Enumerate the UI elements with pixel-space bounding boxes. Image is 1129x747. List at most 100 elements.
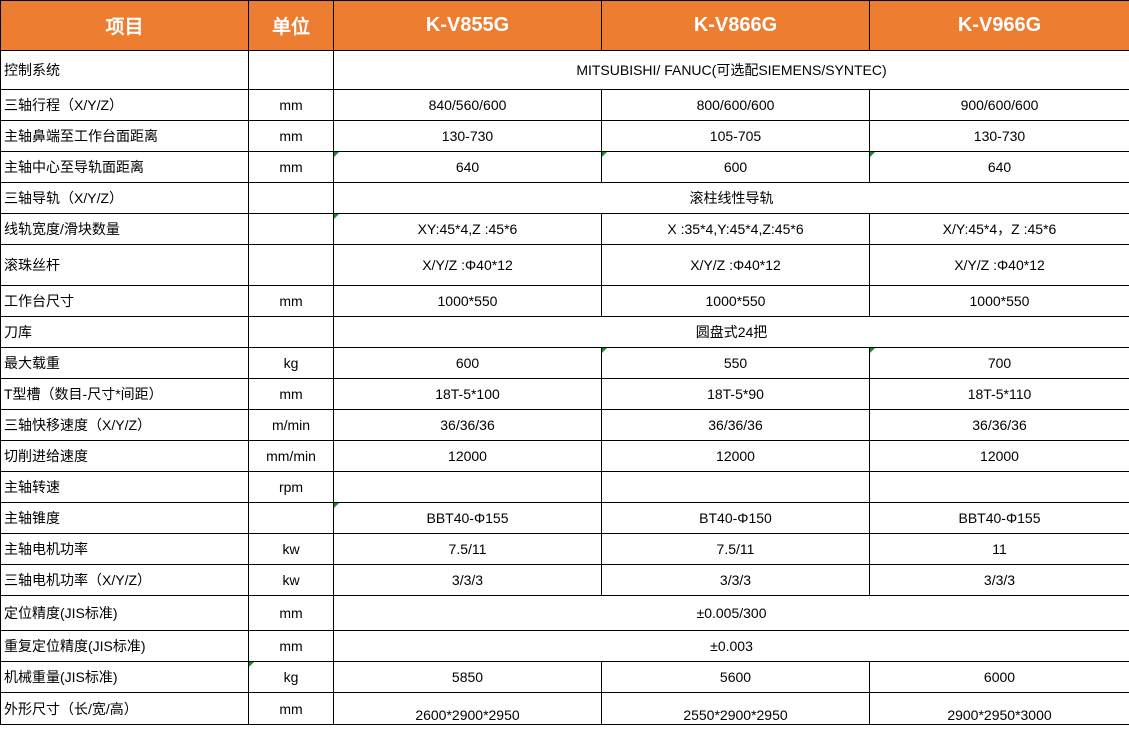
- row-label: 主轴中心至导轨面距离: [0, 151, 249, 183]
- row-value: 640: [869, 151, 1129, 183]
- row-label: 主轴鼻端至工作台面距离: [0, 120, 249, 152]
- row-value-merged: ±0.005/300: [333, 595, 1129, 631]
- row-value: 1000*550: [869, 285, 1129, 317]
- table-row: 主轴锥度 BBT40-Φ155 BT40-Φ150 BBT40-Φ155: [0, 502, 1129, 534]
- table-row: 工作台尺寸 mm 1000*550 1000*550 1000*550: [0, 285, 1129, 317]
- row-unit: [248, 182, 334, 214]
- row-value: 1000*550: [601, 285, 870, 317]
- table-row: 刀库 圆盘式24把: [0, 316, 1129, 348]
- row-value: 900/600/600: [869, 89, 1129, 121]
- row-unit: m/min: [248, 409, 334, 441]
- row-value: 12000: [333, 440, 602, 472]
- row-label: 外形尺寸（长/宽/高）: [0, 692, 249, 725]
- row-value: 36/36/36: [333, 409, 602, 441]
- header-item: 项目: [0, 0, 249, 51]
- row-value: [869, 471, 1129, 503]
- row-label: 三轴电机功率（X/Y/Z）: [0, 564, 249, 596]
- row-label: T型槽（数目-尺寸*间距）: [0, 378, 249, 410]
- row-value: 18T-5*90: [601, 378, 870, 410]
- row-value: 3/3/3: [601, 564, 870, 596]
- header-model: K-V855G: [333, 0, 602, 51]
- table-row: 滚珠丝杆 X/Y/Z :Φ40*12 X/Y/Z :Φ40*12 X/Y/Z :Φ40…: [0, 244, 1129, 286]
- row-label: 重复定位精度(JIS标准): [0, 630, 249, 662]
- row-value: X/Y:45*4，Z :45*6: [869, 213, 1129, 245]
- row-value: 5850: [333, 661, 602, 693]
- row-value: X :35*4,Y:45*4,Z:45*6: [601, 213, 870, 245]
- row-unit: [248, 244, 334, 286]
- row-value: 1000*550: [333, 285, 602, 317]
- header-unit: 单位: [248, 0, 334, 51]
- row-unit: [248, 50, 334, 90]
- row-label: 三轴行程（X/Y/Z）: [0, 89, 249, 121]
- row-value: 840/560/600: [333, 89, 602, 121]
- row-label: 三轴快移速度（X/Y/Z）: [0, 409, 249, 441]
- row-value: 36/36/36: [601, 409, 870, 441]
- row-value: BT40-Φ150: [601, 502, 870, 534]
- row-label: 主轴锥度: [0, 502, 249, 534]
- table-row: 外形尺寸（长/宽/高） mm 2600*2900*2950 2550*2900*295…: [0, 692, 1129, 725]
- row-value: 7.5/11: [333, 533, 602, 565]
- row-value: X/Y/Z :Φ40*12: [333, 244, 602, 286]
- table-row: 最大载重 kg 600 550 700: [0, 347, 1129, 379]
- row-value: 18T-5*100: [333, 378, 602, 410]
- row-value: 2600*2900*2950: [333, 692, 602, 725]
- row-value: 130-730: [333, 120, 602, 152]
- row-unit: mm: [248, 595, 334, 631]
- header-model: K-V866G: [601, 0, 870, 51]
- row-unit: kw: [248, 564, 334, 596]
- table-row: 线轨宽度/滑块数量 XY:45*4,Z :45*6 X :35*4,Y:45*4,Z…: [0, 213, 1129, 245]
- table-row: 三轴导轨（X/Y/Z） 滚柱线性导轨: [0, 182, 1129, 214]
- row-unit: mm: [248, 692, 334, 725]
- row-value: 18T-5*110: [869, 378, 1129, 410]
- row-value: X/Y/Z :Φ40*12: [601, 244, 870, 286]
- row-value: 800/600/600: [601, 89, 870, 121]
- row-value: BBT40-Φ155: [333, 502, 602, 534]
- row-unit: mm: [248, 151, 334, 183]
- row-value: 105-705: [601, 120, 870, 152]
- row-value: 12000: [869, 440, 1129, 472]
- header-row: 项目 单位 K-V855G K-V866G K-V966G: [0, 0, 1129, 51]
- row-value-merged: ±0.003: [333, 630, 1129, 662]
- row-unit: kg: [248, 347, 334, 379]
- row-label: 机械重量(JIS标准): [0, 661, 249, 693]
- row-value: 600: [601, 151, 870, 183]
- row-value: X/Y/Z :Φ40*12: [869, 244, 1129, 286]
- row-label: 定位精度(JIS标准): [0, 595, 249, 631]
- table-row: 定位精度(JIS标准) mm ±0.005/300: [0, 595, 1129, 631]
- row-value: XY:45*4,Z :45*6: [333, 213, 602, 245]
- row-value: 700: [869, 347, 1129, 379]
- table-row: 控制系统 MITSUBISHI/ FANUC(可选配SIEMENS/SYNTEC): [0, 50, 1129, 90]
- table-row: 主轴鼻端至工作台面距离 mm 130-730 105-705 130-730: [0, 120, 1129, 152]
- row-label: 主轴转速: [0, 471, 249, 503]
- header-model: K-V966G: [869, 0, 1129, 51]
- row-value: 5600: [601, 661, 870, 693]
- row-value: [601, 471, 870, 503]
- table-row: 三轴行程（X/Y/Z） mm 840/560/600 800/600/600 900/6…: [0, 89, 1129, 121]
- row-label: 三轴导轨（X/Y/Z）: [0, 182, 249, 214]
- row-unit: [248, 502, 334, 534]
- row-unit: mm: [248, 89, 334, 121]
- row-unit: kg: [248, 661, 334, 693]
- row-label: 线轨宽度/滑块数量: [0, 213, 249, 245]
- row-label: 切削进给速度: [0, 440, 249, 472]
- row-value: 11: [869, 533, 1129, 565]
- row-unit: mm: [248, 378, 334, 410]
- row-value: 600: [333, 347, 602, 379]
- row-value: 6000: [869, 661, 1129, 693]
- row-unit: mm/min: [248, 440, 334, 472]
- table-row: 主轴转速 rpm: [0, 471, 1129, 503]
- row-label: 刀库: [0, 316, 249, 348]
- row-label: 工作台尺寸: [0, 285, 249, 317]
- row-value-merged: MITSUBISHI/ FANUC(可选配SIEMENS/SYNTEC): [333, 50, 1129, 90]
- row-value: [333, 471, 602, 503]
- table-row: 主轴中心至导轨面距离 mm 640 600 640: [0, 151, 1129, 183]
- row-unit: rpm: [248, 471, 334, 503]
- table-row: 机械重量(JIS标准) kg 5850 5600 6000: [0, 661, 1129, 693]
- row-value: BBT40-Φ155: [869, 502, 1129, 534]
- row-value: 3/3/3: [869, 564, 1129, 596]
- row-label: 滚珠丝杆: [0, 244, 249, 286]
- row-value: 36/36/36: [869, 409, 1129, 441]
- row-unit: [248, 316, 334, 348]
- row-unit: mm: [248, 285, 334, 317]
- table-row: 三轴快移速度（X/Y/Z） m/min 36/36/36 36/36/36 36/36/…: [0, 409, 1129, 441]
